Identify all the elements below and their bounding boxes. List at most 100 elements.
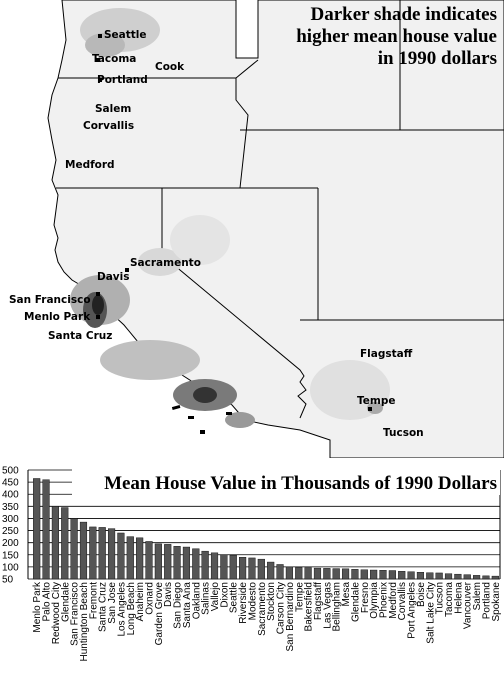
x-category-label: Menlo Park — [32, 581, 43, 633]
x-category-label: Flagstaff — [313, 582, 324, 620]
x-category-label: Phoenix — [379, 582, 390, 618]
bar — [416, 572, 425, 580]
bar — [491, 575, 499, 580]
bar — [220, 554, 228, 580]
x-category-label: Anaheim — [135, 582, 146, 621]
x-category-label: Vallejo — [210, 582, 221, 612]
x-category-label: Riverside — [238, 582, 249, 624]
bar — [257, 558, 265, 580]
x-category-label: Santa Ana — [182, 582, 193, 629]
bar — [276, 564, 284, 580]
bar — [370, 569, 378, 580]
x-category-label: Mesa — [341, 582, 352, 607]
city-label-tempe: Tempe — [357, 395, 395, 407]
x-category-label: Fresno — [360, 582, 371, 614]
x-category-label: Vancouver — [463, 581, 474, 629]
city-label-sacramento: Sacramento — [130, 257, 201, 269]
x-category-label: Huntington Beach — [79, 582, 90, 662]
x-category-label: Bakersfield — [304, 582, 315, 631]
x-category-label: Portland — [481, 582, 492, 619]
city-label-flagstaff: Flagstaff — [360, 348, 413, 360]
bar — [154, 543, 162, 580]
city-label-tacoma: Tacoma — [92, 53, 136, 65]
bar — [126, 536, 134, 580]
bar — [61, 507, 69, 580]
city-label-medford: Medford — [65, 159, 115, 171]
bar — [360, 569, 368, 580]
bar — [107, 528, 116, 580]
chart-title: Mean House Value in Thousands of 1990 Do… — [104, 473, 497, 494]
x-category-label: Seattle — [229, 582, 240, 614]
y-tick-label: 200 — [2, 538, 19, 549]
map-legend-line-2: higher mean house value — [296, 26, 497, 47]
bar — [51, 506, 59, 580]
x-category-label: Stockton — [266, 582, 277, 621]
y-tick-label: 450 — [2, 478, 19, 489]
city-markers — [96, 34, 372, 411]
y-tick-label: 150 — [2, 550, 19, 561]
city-label-santa-cruz: Santa Cruz — [48, 330, 112, 342]
bar — [379, 570, 387, 580]
x-category-label: Olympia — [369, 582, 380, 619]
x-category-label: San Diego — [173, 582, 184, 629]
x-category-label: Long Beach — [126, 582, 137, 635]
x-category-label: Fremont — [88, 582, 99, 619]
x-category-label: Tacoma — [444, 582, 455, 617]
bar — [473, 575, 481, 580]
bar — [463, 574, 471, 580]
y-tick-label: 250 — [2, 526, 19, 537]
x-category-label: Port Angeles — [407, 582, 418, 639]
x-category-label: Las Vegas — [322, 582, 333, 629]
x-category-label: Glendale — [60, 582, 71, 622]
map-legend-line-1: Darker shade indicates — [311, 4, 497, 25]
state-borders — [56, 0, 504, 419]
value-shading — [70, 8, 390, 428]
bar — [407, 571, 415, 580]
bar — [201, 550, 209, 580]
city-label-seattle: Seattle — [104, 29, 147, 41]
x-category-label: Modesto — [247, 582, 258, 621]
x-category-label: Garden Grove — [154, 582, 165, 646]
bar — [70, 518, 78, 580]
x-category-label: Davis — [163, 582, 174, 607]
y-tick-label: 100 — [2, 562, 19, 573]
x-category-label: Redwood City — [51, 582, 62, 644]
y-tick-label: 400 — [2, 490, 19, 501]
bar — [435, 572, 443, 580]
x-category-label: Bellingham — [332, 582, 343, 631]
city-label-portland: Portland — [97, 74, 148, 86]
bar — [444, 573, 453, 580]
bar — [351, 569, 359, 580]
bar — [98, 527, 106, 580]
bar — [454, 573, 462, 580]
chart-bars — [33, 478, 499, 580]
x-category-label: Los Angeles — [116, 582, 127, 637]
bar — [117, 532, 125, 580]
city-label-menlo-park: Menlo Park — [24, 311, 91, 323]
y-tick-label: 50 — [2, 575, 14, 586]
y-tick-label: 300 — [2, 514, 19, 525]
x-category-label: Spokane — [491, 582, 502, 622]
bar — [164, 544, 172, 580]
bar — [248, 557, 256, 580]
y-tick-label: 500 — [2, 466, 19, 477]
map-legend-line-3: in 1990 dollars — [378, 48, 497, 69]
bar — [313, 567, 322, 580]
x-category-label: Corvallis — [397, 582, 408, 620]
bar — [323, 568, 331, 580]
x-category-label: Boise — [416, 582, 427, 607]
bar — [145, 541, 153, 580]
x-category-label: San Jose — [107, 582, 118, 624]
city-label-salem: Salem — [95, 103, 131, 115]
bar — [341, 568, 350, 580]
bar — [42, 479, 50, 580]
map-panel: Darker shade indicates higher mean house… — [9, 0, 504, 459]
x-category-label: Santa Cruz — [98, 582, 109, 632]
x-category-label: Glendale — [350, 582, 361, 622]
bar — [426, 572, 434, 580]
y-tick-label: 350 — [2, 502, 19, 513]
bar — [285, 566, 293, 580]
